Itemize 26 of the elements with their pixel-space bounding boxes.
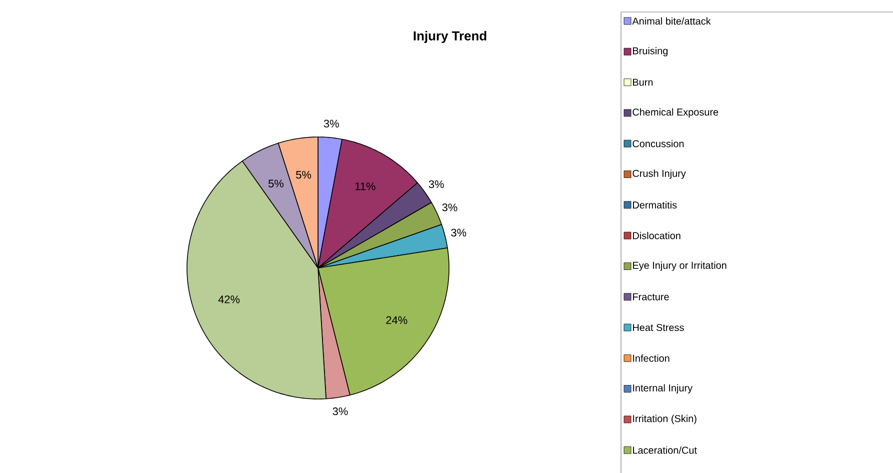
data-label: 5% — [296, 170, 312, 179]
data-label: 11% — [355, 182, 376, 190]
data-label: 42% — [218, 296, 240, 304]
legend-label: Laceration/Cut — [633, 446, 697, 454]
legend-label: Dislocation — [633, 232, 680, 240]
data-label: 3% — [451, 228, 466, 237]
legend-label: Heat Stress — [633, 324, 684, 332]
data-label: 3% — [332, 407, 348, 416]
legend-label: Dermatitis — [633, 201, 677, 209]
data-label: 3% — [428, 180, 444, 188]
data-label: 3% — [442, 204, 458, 212]
legend-label: Eye Injury or Irritation — [633, 262, 726, 271]
data-label: 3% — [324, 120, 339, 128]
data-label: 24% — [386, 316, 408, 324]
legend-label: Concussion — [632, 140, 684, 148]
data-label: 5% — [268, 180, 284, 188]
legend-label: Crush Injury — [632, 170, 686, 179]
legend-label: Burn — [633, 78, 653, 86]
legend-label: Irritation (Skin) — [633, 414, 696, 424]
text: Injury Trend — [414, 30, 486, 44]
legend-label: Internal Injury — [633, 384, 693, 394]
legend-label: Infection — [633, 354, 670, 362]
legend-label: Chemical Exposure — [632, 108, 718, 118]
legend-label: Fracture — [633, 293, 669, 300]
legend-label: Animal bite/attack — [632, 17, 711, 25]
legend-label: Bruising — [633, 47, 668, 56]
